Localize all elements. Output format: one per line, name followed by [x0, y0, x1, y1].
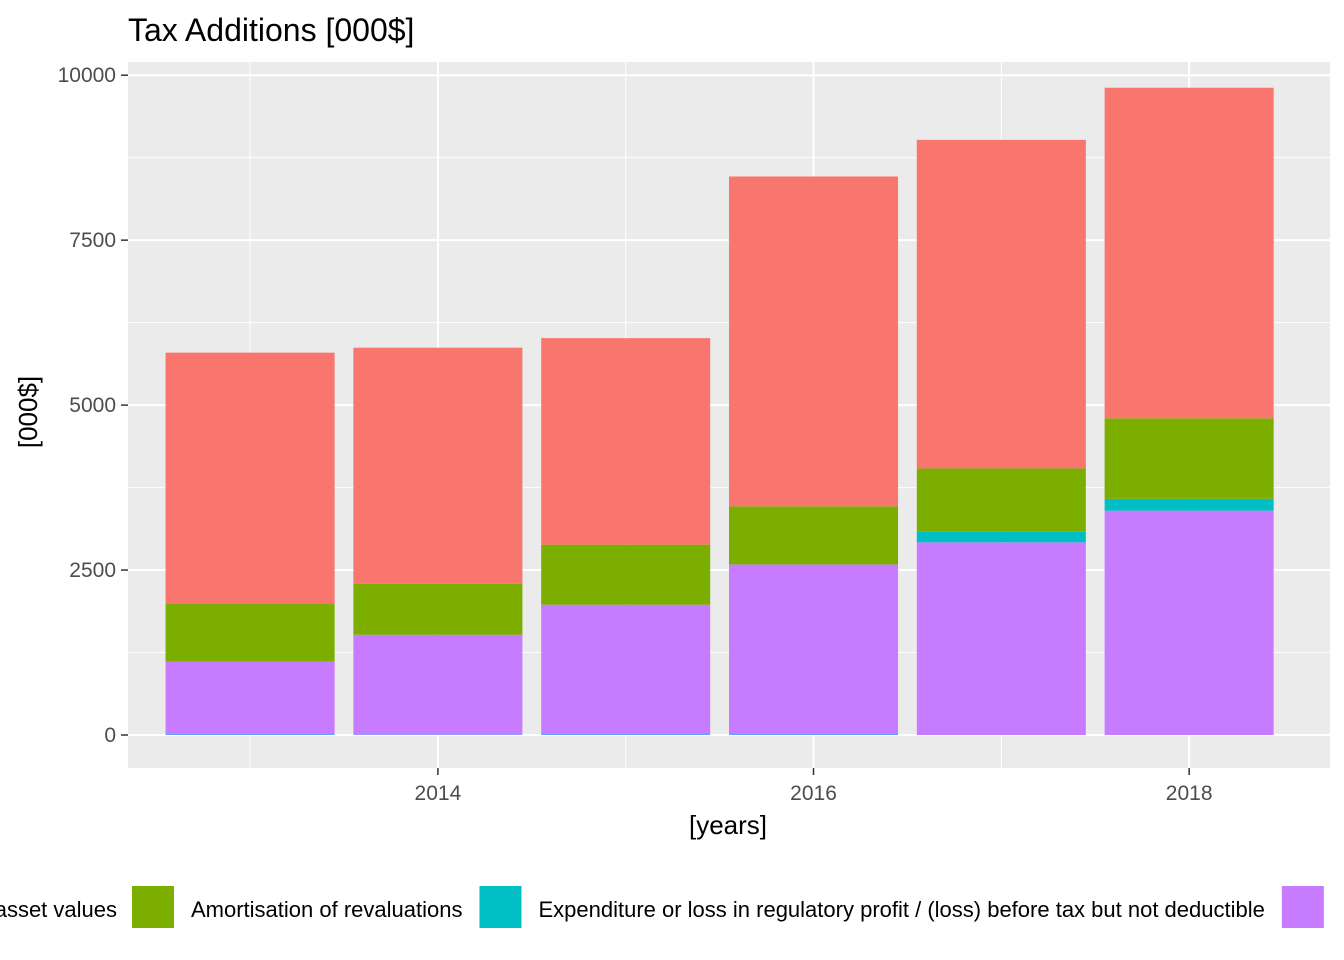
legend-key — [132, 886, 174, 928]
bar-segment-2017-series-2 — [916, 531, 1086, 543]
legend: asset values Amortisation of revaluations… — [0, 886, 1324, 928]
chart-title: Tax Additions [000$] — [128, 12, 414, 48]
legend-label: Amortisation of revaluations — [191, 897, 462, 922]
bar-segment-2013-series-0 — [165, 734, 335, 736]
y-tick-label: 2500 — [69, 559, 116, 582]
bar-segment-2014-series-0 — [353, 734, 523, 736]
axes: 0 2500 5000 7500 10000 2014 2016 2018 — [58, 64, 1213, 805]
y-tick-label: 7500 — [69, 229, 116, 252]
bar-segment-2015-series-0 — [541, 734, 711, 736]
bar-segment-2014-series-3 — [353, 583, 523, 635]
bar-segment-2016-series-0 — [729, 734, 899, 736]
bar-segment-2018-series-1 — [1104, 510, 1274, 736]
legend-label: asset values — [0, 897, 117, 922]
x-tick-label: 2016 — [790, 782, 837, 805]
bar-segment-2015-series-1 — [541, 604, 711, 735]
y-tick-label: 0 — [104, 724, 116, 747]
bar-segment-2016-series-3 — [729, 506, 899, 565]
bar-segment-2016-series-1 — [729, 564, 899, 735]
x-tick-label: 2018 — [1166, 782, 1213, 805]
bar-segment-2018-series-3 — [1104, 418, 1274, 499]
x-axis-title: [years] — [689, 810, 767, 840]
bar-segment-2017-series-3 — [916, 468, 1086, 532]
bar-segment-2018-series-4 — [1104, 87, 1274, 419]
bar-segment-2016-series-4 — [729, 176, 899, 507]
legend-key — [479, 886, 522, 928]
bar-segment-2015-series-4 — [541, 338, 711, 545]
bar-segment-2014-series-4 — [353, 347, 523, 584]
bar-segment-2014-series-1 — [353, 634, 523, 735]
y-tick-label: 5000 — [69, 394, 116, 417]
bar-segment-2013-series-3 — [165, 604, 335, 662]
y-tick-label: 10000 — [58, 64, 116, 87]
legend-label: Expenditure or loss in regulatory profit… — [538, 897, 1264, 922]
y-axis-title: [000$] — [13, 376, 43, 448]
bar-segment-2015-series-3 — [541, 544, 711, 605]
legend-key — [1281, 886, 1324, 928]
bar-segment-2017-series-4 — [916, 139, 1086, 469]
bar-segment-2018-series-2 — [1104, 498, 1274, 511]
bar-segment-2013-series-4 — [165, 352, 335, 605]
x-tick-label: 2014 — [415, 782, 462, 805]
bar-segment-2017-series-1 — [916, 542, 1086, 736]
bars — [165, 87, 1274, 736]
bar-segment-2013-series-1 — [165, 661, 335, 735]
